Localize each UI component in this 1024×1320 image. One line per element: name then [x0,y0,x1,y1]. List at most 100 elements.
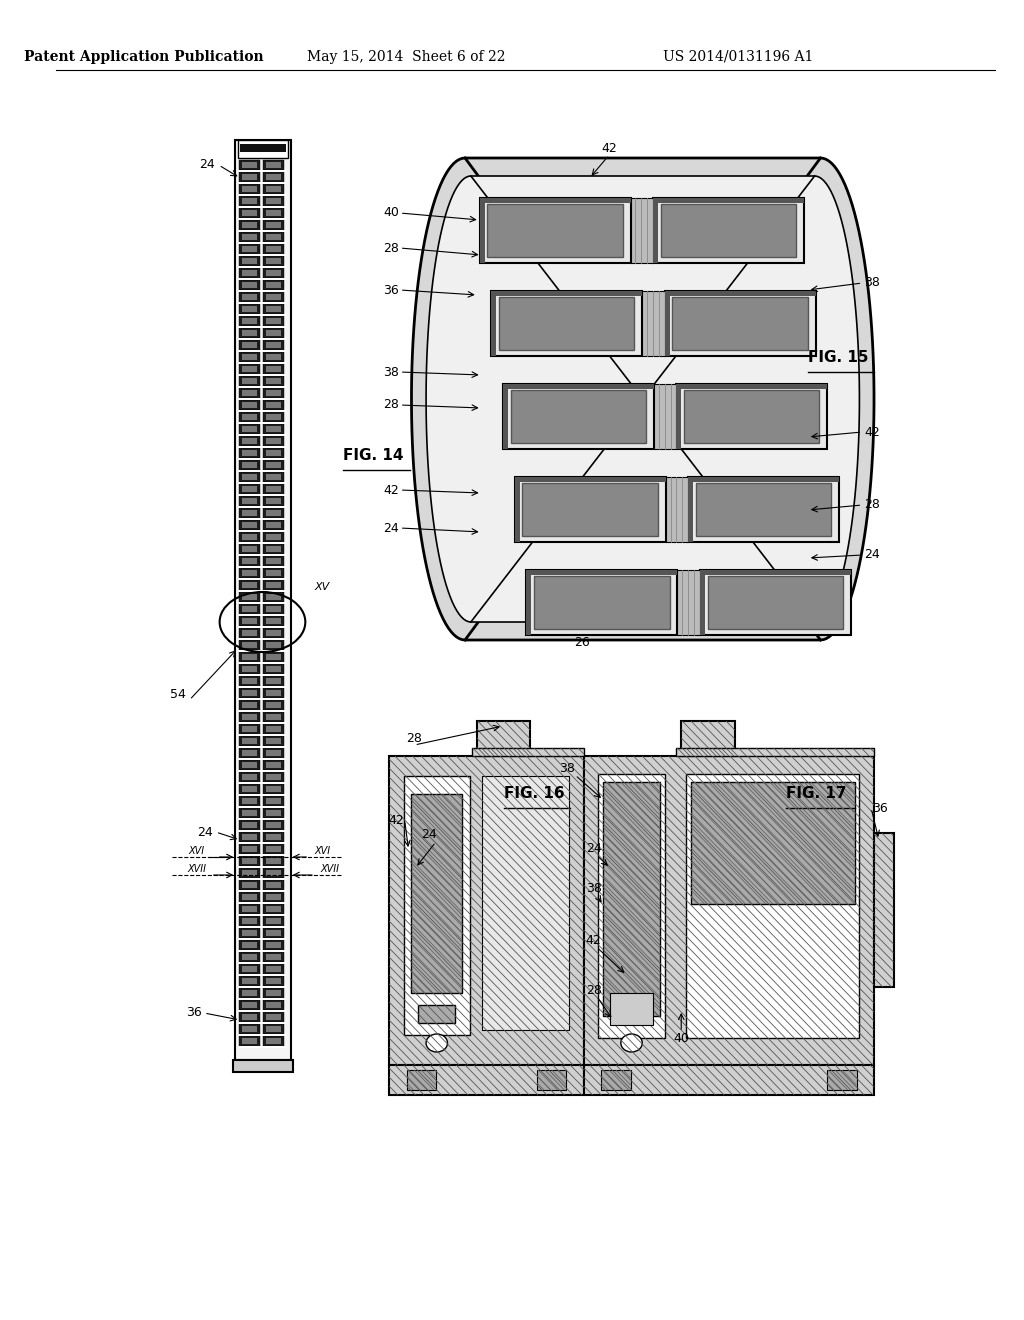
Bar [242,306,257,312]
Bar [263,556,284,566]
Bar [240,350,287,352]
Bar [240,364,259,374]
Bar [684,389,819,444]
Bar [263,256,284,267]
Text: May 15, 2014  Sheet 6 of 22: May 15, 2014 Sheet 6 of 22 [307,50,506,63]
Bar [266,834,281,840]
Bar [240,400,259,411]
Bar [240,218,287,220]
Bar [389,1065,584,1096]
Bar [263,843,284,854]
Bar [242,222,257,228]
Bar [699,570,851,635]
Bar [266,414,281,420]
Text: 38: 38 [559,763,575,776]
Bar [673,297,808,350]
Bar [266,462,281,469]
Bar [827,1071,856,1090]
Text: 54: 54 [170,689,185,701]
Bar [242,642,257,648]
Text: 24: 24 [864,549,880,561]
Bar [240,578,287,579]
Bar [240,182,287,183]
Bar [263,964,284,974]
Bar [266,318,281,323]
Text: 28: 28 [407,731,422,744]
Bar [242,834,257,840]
Bar [263,304,284,314]
Bar [240,544,259,554]
Bar [263,869,284,878]
Bar [242,174,257,180]
Bar [266,186,281,191]
Bar [240,686,287,688]
Bar [631,198,653,263]
Bar [240,974,287,975]
Bar [263,1036,284,1045]
Bar [240,795,287,796]
Bar [240,436,259,446]
Bar [263,591,284,602]
Bar [266,702,281,708]
Bar [242,978,257,983]
Bar [699,570,851,576]
Bar [263,280,284,290]
Bar [240,195,259,206]
Bar [242,282,257,288]
Bar [240,723,259,734]
Bar [263,808,284,818]
Bar [240,220,259,230]
Bar [676,384,827,389]
Bar [681,721,735,756]
Bar [240,326,287,327]
Bar [240,458,287,459]
Bar [598,774,665,1038]
Bar [266,1038,281,1044]
Bar [266,570,281,576]
Bar [240,614,287,616]
Bar [240,652,259,663]
Bar [610,993,653,1026]
Bar [240,579,259,590]
Bar [242,535,257,540]
Text: 36: 36 [186,1006,202,1019]
Bar [263,568,284,578]
Bar [242,366,257,372]
Bar [266,474,281,480]
Bar [242,414,257,420]
Bar [266,1026,281,1032]
Bar [263,928,284,939]
Bar [266,378,281,384]
Bar [266,917,281,924]
Bar [263,424,284,434]
Bar [477,721,530,756]
Bar [240,842,287,843]
Bar [266,990,281,997]
Text: FIG. 16: FIG. 16 [504,785,564,800]
Bar [266,306,281,312]
Bar [242,690,257,696]
Bar [665,290,815,296]
Bar [240,832,259,842]
Bar [240,1012,259,1022]
Bar [240,843,259,854]
Bar [266,653,281,660]
Bar [240,854,287,855]
Bar [263,484,284,494]
Bar [240,473,259,482]
Bar [240,230,287,232]
Text: 24: 24 [383,521,398,535]
Bar [242,954,257,960]
Bar [240,531,287,532]
Bar [263,520,284,531]
Bar [242,618,257,624]
Bar [240,830,287,832]
Bar [263,412,284,422]
Polygon shape [426,176,859,622]
Bar [263,292,284,302]
Bar [242,474,257,480]
Bar [263,832,284,842]
Bar [242,774,257,780]
Bar [242,799,257,804]
Text: XVI: XVI [188,846,204,855]
